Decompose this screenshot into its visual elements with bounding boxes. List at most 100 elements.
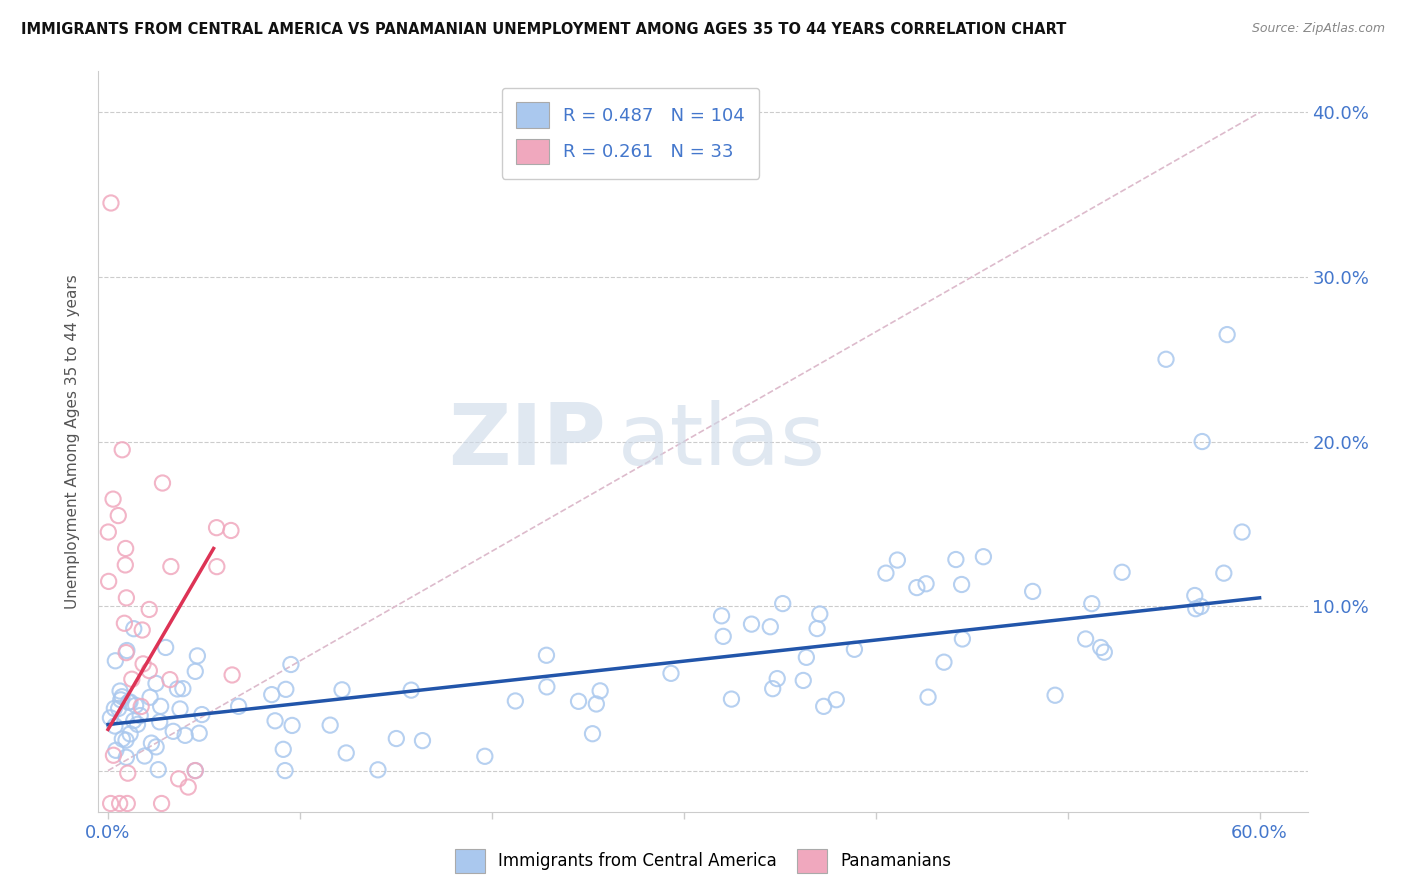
Point <box>104 743 127 757</box>
Point <box>107 701 129 715</box>
Text: ZIP: ZIP <box>449 400 606 483</box>
Point <box>886 553 908 567</box>
Point <box>589 684 612 698</box>
Point <box>139 690 162 705</box>
Point <box>108 797 131 811</box>
Point <box>150 797 173 811</box>
Point <box>184 665 207 679</box>
Point <box>581 727 603 741</box>
Point <box>138 602 160 616</box>
Point <box>129 708 152 723</box>
Point <box>762 681 785 696</box>
Point <box>205 559 228 574</box>
Point <box>1184 589 1206 603</box>
Point <box>710 608 733 623</box>
Point <box>138 664 160 678</box>
Point <box>536 648 558 663</box>
Point <box>1092 645 1115 659</box>
Point <box>172 681 194 696</box>
Point <box>141 736 163 750</box>
Point <box>188 726 211 740</box>
Point <box>177 780 200 794</box>
Point <box>1212 566 1234 581</box>
Point <box>915 576 938 591</box>
Point <box>806 622 828 636</box>
Point <box>149 699 172 714</box>
Point <box>825 692 848 706</box>
Point <box>536 680 558 694</box>
Point <box>122 714 145 728</box>
Point <box>127 717 149 731</box>
Point <box>917 690 939 705</box>
Point <box>796 650 818 665</box>
Point <box>950 577 973 591</box>
Point <box>808 607 831 621</box>
Point <box>1043 688 1066 702</box>
Point <box>111 731 134 746</box>
Point <box>152 475 174 490</box>
Point <box>271 742 294 756</box>
Point <box>117 766 139 780</box>
Point <box>221 668 243 682</box>
Point <box>932 655 955 669</box>
Point <box>205 521 228 535</box>
Point <box>100 711 122 725</box>
Point <box>950 632 973 646</box>
Point <box>184 764 207 778</box>
Legend: R = 0.487   N = 104, R = 0.261   N = 33: R = 0.487 N = 104, R = 0.261 N = 33 <box>502 87 759 178</box>
Point <box>148 763 170 777</box>
Point <box>145 676 167 690</box>
Point <box>905 581 928 595</box>
Legend: Immigrants from Central America, Panamanians: Immigrants from Central America, Panaman… <box>449 842 957 880</box>
Point <box>319 718 342 732</box>
Point <box>1154 352 1177 367</box>
Point <box>103 748 125 763</box>
Point <box>167 772 190 786</box>
Point <box>260 688 283 702</box>
Point <box>110 693 132 707</box>
Point <box>1074 632 1097 646</box>
Point <box>766 672 789 686</box>
Point <box>115 733 138 747</box>
Point <box>169 702 191 716</box>
Point <box>155 640 177 655</box>
Point <box>100 797 122 811</box>
Point <box>121 672 143 686</box>
Point <box>228 699 250 714</box>
Point <box>274 764 297 778</box>
Point <box>792 673 814 688</box>
Point <box>118 695 141 709</box>
Point <box>219 524 242 538</box>
Point <box>330 682 353 697</box>
Point <box>280 657 302 672</box>
Point <box>166 681 188 696</box>
Point <box>1090 640 1112 655</box>
Point <box>945 552 967 566</box>
Point <box>122 622 145 636</box>
Point <box>505 694 527 708</box>
Point <box>174 728 197 742</box>
Point <box>114 558 136 572</box>
Point <box>107 508 129 523</box>
Point <box>474 749 496 764</box>
Point <box>1216 327 1239 342</box>
Point <box>184 764 207 778</box>
Point <box>191 707 214 722</box>
Point <box>117 695 139 709</box>
Point <box>659 666 682 681</box>
Point <box>186 648 208 663</box>
Point <box>104 719 127 733</box>
Point <box>103 701 125 715</box>
Point <box>1184 601 1206 615</box>
Point <box>281 718 304 732</box>
Point <box>97 524 120 539</box>
Point <box>112 616 135 631</box>
Point <box>108 684 131 698</box>
Point <box>585 697 607 711</box>
Point <box>101 492 124 507</box>
Point <box>875 566 897 581</box>
Point <box>100 196 122 211</box>
Point <box>759 620 782 634</box>
Point <box>124 698 146 713</box>
Point <box>120 727 142 741</box>
